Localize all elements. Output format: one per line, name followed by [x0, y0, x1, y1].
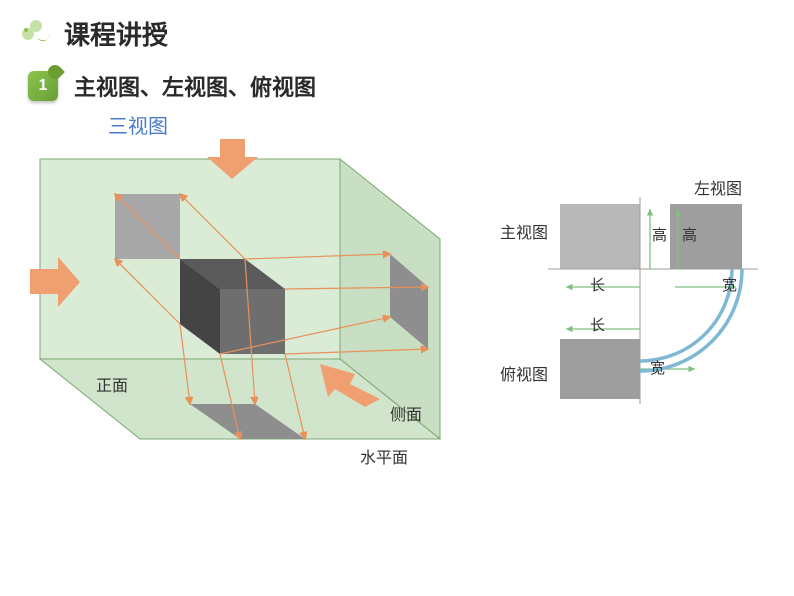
three-view-layout: 主视图 左视图 俯视图 高 高 长 宽 长 宽	[480, 169, 794, 449]
label-width-1: 宽	[722, 274, 737, 295]
subtitle: 三视图	[108, 110, 794, 139]
label-front-view: 主视图	[500, 219, 548, 243]
label-width-2: 宽	[650, 357, 665, 378]
label-top-view: 俯视图	[500, 361, 548, 385]
label-front-plane: 正面	[96, 372, 128, 396]
label-horizontal-plane: 水平面	[360, 444, 408, 468]
label-height-2: 高	[682, 224, 697, 245]
label-height-1: 高	[652, 224, 667, 245]
label-left-view: 左视图	[694, 175, 742, 199]
front-view-rect	[560, 204, 640, 269]
section-badge: 1	[28, 71, 58, 101]
content: 正面 侧面 水平面	[0, 139, 794, 539]
label-side-plane: 侧面	[390, 401, 422, 425]
section-title: 主视图、左视图、俯视图	[74, 70, 316, 102]
left-view-rect	[670, 204, 742, 269]
section-header: 1 主视图、左视图、俯视图	[28, 70, 794, 102]
logo-icon	[18, 16, 54, 52]
projection-3d-diagram: 正面 侧面 水平面	[20, 139, 470, 539]
top-view-rect	[560, 339, 640, 399]
main-title: 课程讲授	[64, 15, 168, 52]
label-length-2: 长	[590, 314, 605, 335]
header: 课程讲授	[0, 0, 794, 52]
label-length-1: 长	[590, 274, 605, 295]
